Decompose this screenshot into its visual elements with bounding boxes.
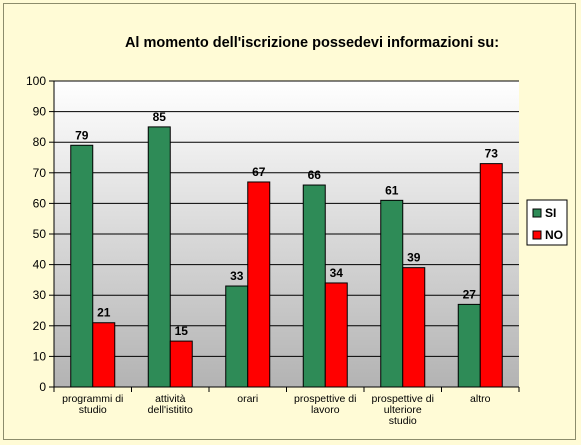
bar-si-0: [70, 144, 94, 388]
bar-si-3: [302, 184, 326, 388]
chart-title: Al momento dell'iscrizione possedevi inf…: [125, 35, 499, 51]
legend-label-si: SI: [545, 206, 556, 220]
y-tick-label: 40: [33, 258, 47, 272]
x-category-label: altro: [470, 393, 491, 405]
data-label: 66: [308, 168, 322, 182]
y-tick-label: 90: [33, 105, 47, 119]
x-category-label: prospettive di lavoro: [294, 393, 356, 416]
chart-frame: Al momento dell'iscrizione possedevi inf…: [3, 3, 576, 440]
x-category-label: prospettive di ulteriore studio: [372, 393, 434, 427]
data-label: 85: [153, 110, 167, 124]
data-label: 34: [330, 266, 344, 280]
y-tick-label: 10: [33, 349, 47, 363]
bar-chart: Al momento dell'iscrizione possedevi inf…: [26, 35, 568, 427]
bar-no-4: [402, 267, 426, 388]
bar-si-2: [225, 285, 249, 388]
bar-no-3: [324, 282, 348, 388]
legend: SI NO: [526, 199, 568, 246]
data-label: 15: [175, 324, 189, 338]
y-tick-label: 0: [39, 380, 46, 394]
y-tick-label: 80: [33, 135, 47, 149]
x-category-label: programmi di studio: [62, 393, 123, 416]
data-label: 67: [252, 165, 266, 179]
bar-no-1: [169, 340, 193, 388]
data-label: 79: [75, 128, 89, 142]
y-tick-label: 20: [33, 319, 47, 333]
legend-swatch-si: [532, 208, 542, 218]
y-tick-label: 50: [33, 227, 47, 241]
data-label: 61: [385, 183, 399, 197]
legend-swatch-no: [532, 230, 542, 240]
y-tick-label: 60: [33, 196, 47, 210]
y-tick-label: 70: [33, 166, 47, 180]
bar-no-5: [479, 163, 503, 388]
bar-si-1: [147, 126, 171, 388]
y-tick-label: 30: [33, 288, 47, 302]
bar-si-5: [457, 303, 481, 388]
data-label: 21: [97, 306, 111, 320]
data-label: 33: [230, 269, 244, 283]
data-label: 39: [407, 251, 421, 265]
legend-label-no: NO: [545, 228, 563, 242]
bar-si-4: [380, 199, 404, 388]
data-label: 73: [485, 147, 499, 161]
data-label: 27: [463, 287, 477, 301]
bar-no-2: [247, 181, 271, 388]
x-category-label: attività dell'istitito: [148, 393, 193, 416]
x-category-label: orari: [237, 393, 258, 405]
y-tick-label: 100: [26, 74, 46, 88]
bar-no-0: [92, 322, 116, 388]
